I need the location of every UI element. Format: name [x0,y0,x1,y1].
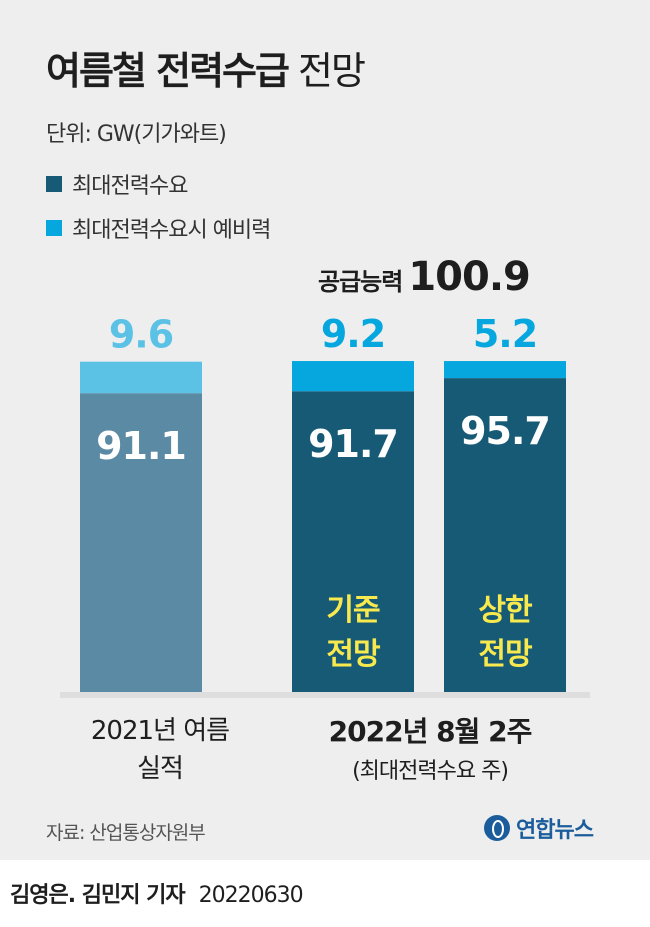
chart-title: 여름철 전력수급 전망 [46,40,366,95]
bar-scenario-label-1-0: 기준 [326,593,380,628]
legend-label-demand: 최대전력수요 [72,174,188,199]
byline-date: 20220630 [198,883,304,908]
bar-scenario-label-2-0: 상한 [478,593,533,628]
x-group-label-2022: 2022년 8월 2주 (최대전력수요 주) [280,712,580,792]
bar-demand-2 [444,378,566,692]
data-label-reserve-0: 9.6 [109,313,173,357]
data-label-demand-2: 95.7 [460,409,550,453]
supply-capacity-label: 공급능력 [318,268,403,296]
x-group-2021-line1: 2021년 여름 [90,716,230,746]
data-label-demand-1: 91.7 [308,422,398,466]
chart-panel: 여름철 전력수급 전망 단위: GW(기가와트) 최대전력수요 최대전력수요시 … [0,0,650,860]
yonhap-logo-icon [484,815,510,841]
supply-capacity-value: 100.9 [408,254,531,300]
legend-item-demand: 최대전력수요 [46,168,188,200]
data-label-reserve-1: 9.2 [321,312,385,356]
bar-scenario-label-1-1: 전망 [326,637,381,672]
yonhap-logo: 연합뉴스 [484,812,594,844]
unit-label: 단위: GW(기가와트) [46,122,227,147]
title-bold: 여름철 전력수급 [46,49,290,93]
legend-label-reserve: 최대전력수요시 예비력 [72,218,271,243]
bar-demand-1 [292,391,414,692]
supply-capacity: 공급능력 100.9 [318,254,531,300]
byline-names: 김영은. 김민지 기자 [10,883,186,908]
legend-item-reserve: 최대전력수요시 예비력 [46,212,271,244]
source-note: 자료: 산업통상자원부 [46,822,206,844]
bar-reserve-0 [80,361,202,394]
legend-swatch-demand [46,176,62,192]
x-group-2021-line2: 실적 [137,754,184,784]
x-group-2022-line1: 2022년 8월 2주 [328,715,533,748]
data-label-reserve-2: 5.2 [473,312,537,356]
baseline [60,692,590,698]
x-group-2022-line2: (최대전력수요 주) [352,759,509,784]
data-label-demand-0: 91.1 [96,424,186,468]
bar-scenario-label-2-1: 전망 [478,637,533,672]
bar-reserve-2 [444,361,566,379]
yonhap-logo-text: 연합뉴스 [516,818,594,843]
x-group-label-2021: 2021년 여름 실적 [40,712,280,788]
legend-swatch-reserve [46,220,62,236]
bar-reserve-1 [292,361,414,392]
bar-demand-0 [80,393,202,692]
byline: 김영은. 김민지 기자 20220630 [10,877,304,909]
title-normal: 전망 [298,49,366,93]
